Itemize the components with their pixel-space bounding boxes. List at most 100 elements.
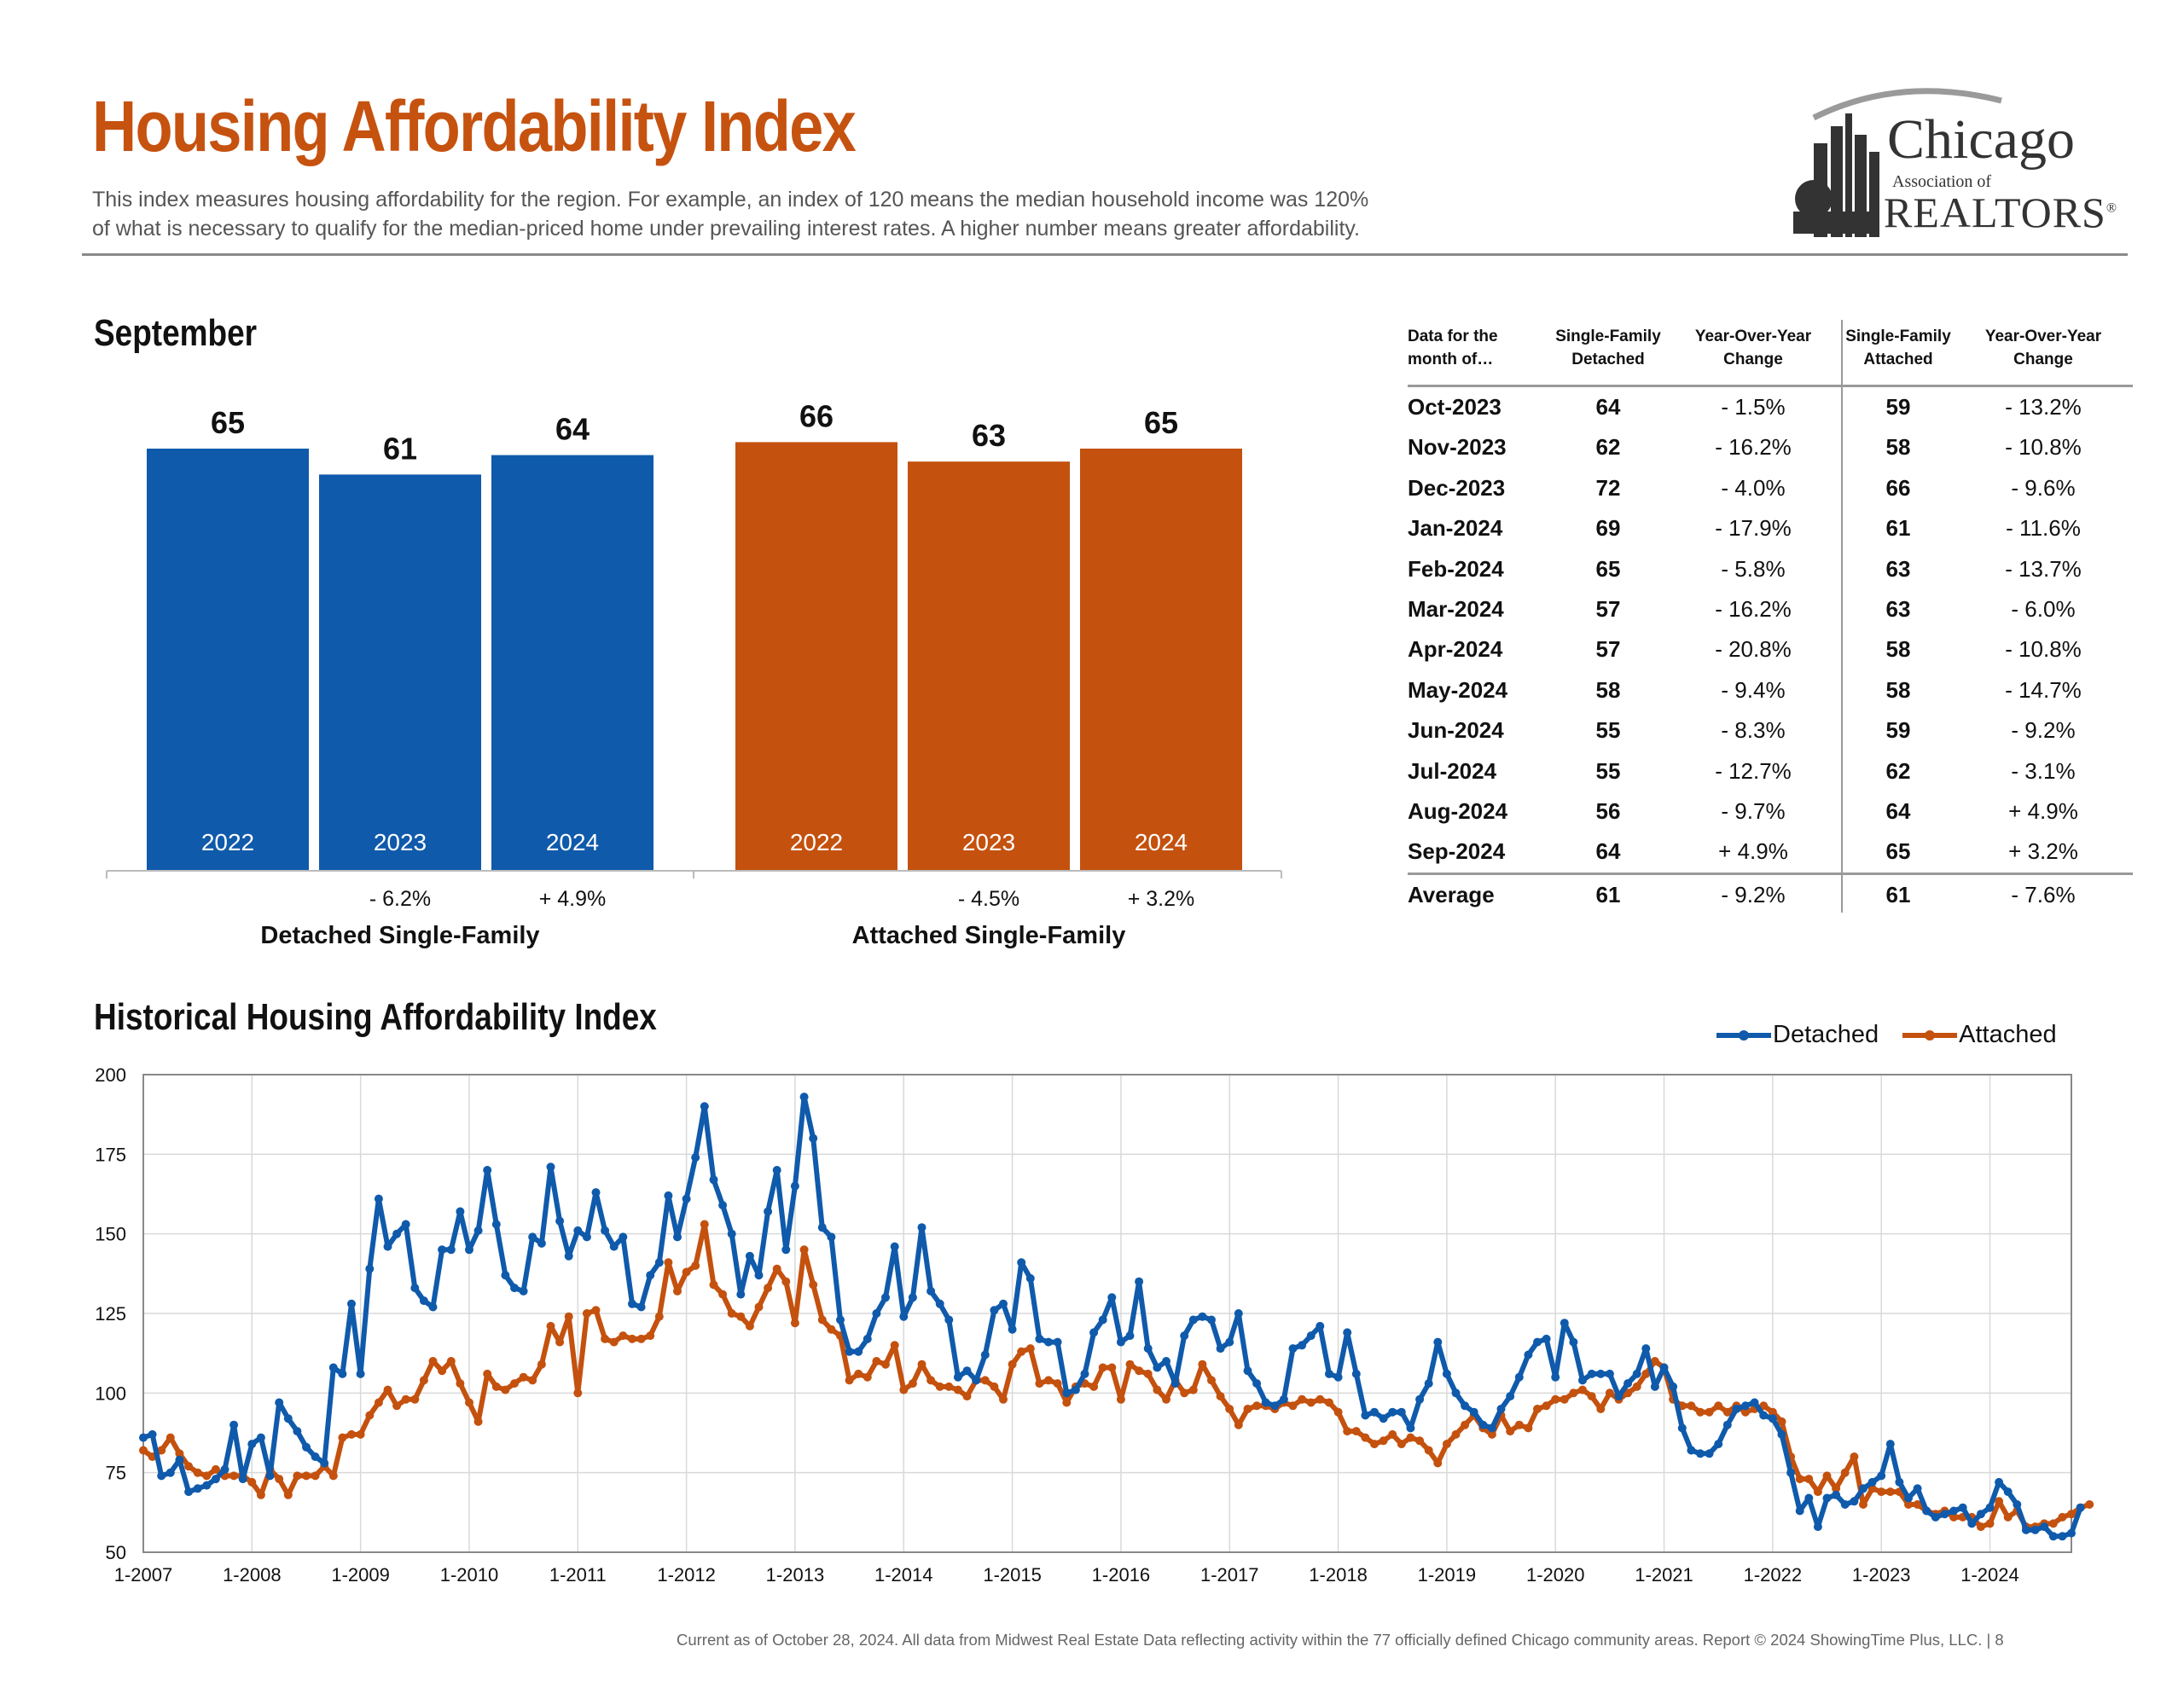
table-cell: 66 <box>1885 474 1911 501</box>
data-point <box>1542 1401 1551 1411</box>
data-point <box>646 1331 655 1341</box>
table-cell: 61 <box>1595 881 1621 907</box>
data-point <box>582 1309 591 1318</box>
data-point <box>1180 1331 1189 1341</box>
data-point <box>428 1302 438 1312</box>
data-point <box>1777 1429 1786 1439</box>
data-point <box>1442 1369 1451 1378</box>
legend-swatch-icon <box>1716 1029 1771 1041</box>
data-point <box>293 1471 302 1481</box>
data-point <box>1008 1325 1017 1334</box>
data-point <box>419 1296 428 1306</box>
data-point <box>1877 1471 1886 1481</box>
data-point <box>1949 1506 1959 1516</box>
x-tick-label: 1-2019 <box>1418 1564 1477 1586</box>
table-month-cell: Aug-2024 <box>1408 797 1508 824</box>
data-point <box>827 1232 836 1242</box>
data-point <box>1153 1385 1162 1394</box>
bar <box>908 461 1070 870</box>
data-point <box>601 1334 610 1343</box>
data-point <box>1424 1379 1433 1388</box>
table-cell: 65 <box>1595 555 1621 582</box>
data-point <box>1180 1388 1189 1398</box>
logo-association-text: Association of <box>1892 172 1992 191</box>
data-point <box>166 1468 175 1477</box>
skyline-logo-icon <box>1793 88 2002 237</box>
table-header-cell: Single-Family Attached <box>1845 328 1951 368</box>
table-cell: - 5.8% <box>1721 555 1786 582</box>
table-cell: - 6.0% <box>2011 595 2076 622</box>
data-point <box>1343 1328 1352 1337</box>
data-point <box>1732 1405 1741 1413</box>
data-point <box>664 1191 673 1200</box>
data-point <box>899 1385 909 1394</box>
data-point <box>1496 1405 1506 1413</box>
data-point <box>157 1471 166 1481</box>
data-point <box>908 1379 917 1388</box>
table-cell: 55 <box>1595 717 1621 744</box>
data-point <box>491 1220 501 1229</box>
data-point <box>754 1302 764 1312</box>
data-point <box>1008 1359 1017 1369</box>
data-point <box>1288 1344 1298 1354</box>
data-point <box>1143 1369 1153 1378</box>
data-point <box>1867 1477 1877 1487</box>
data-point <box>1940 1510 1949 1519</box>
header-divider <box>82 253 2128 256</box>
data-point <box>1949 1512 1959 1522</box>
table-month-cell: Average <box>1408 881 1495 907</box>
data-point <box>1578 1385 1587 1394</box>
data-point <box>1840 1500 1850 1509</box>
table-cell: + 4.9% <box>1718 838 1788 865</box>
table-month-cell: Mar-2024 <box>1408 595 1504 622</box>
data-point <box>700 1102 709 1111</box>
logo-chicago-text: Chicago <box>1887 108 2075 171</box>
data-point <box>854 1369 863 1378</box>
bar-year-label: 2022 <box>201 829 254 855</box>
table-cell: 58 <box>1885 676 1911 703</box>
data-point <box>1569 1337 1578 1347</box>
data-point <box>736 1290 746 1299</box>
table-cell: - 13.7% <box>2005 555 2082 582</box>
data-point <box>1116 1394 1125 1404</box>
data-point <box>673 1286 682 1296</box>
y-tick-label: 175 <box>95 1144 126 1165</box>
data-point <box>2085 1500 2094 1509</box>
data-point <box>1397 1440 1406 1449</box>
data-point <box>166 1433 175 1442</box>
data-point <box>1162 1394 1170 1404</box>
data-point <box>1198 1359 1207 1369</box>
data-point <box>1514 1420 1524 1429</box>
data-point <box>347 1429 356 1439</box>
data-point <box>247 1440 257 1449</box>
data-point <box>1551 1372 1560 1382</box>
table-average-row: Average 61 - 9.2% 61 - 7.6% <box>1408 872 2133 914</box>
data-point <box>890 1242 899 1251</box>
data-point <box>446 1357 456 1365</box>
data-point <box>736 1312 746 1321</box>
data-point <box>953 1372 962 1382</box>
data-point <box>1071 1385 1080 1394</box>
x-tick-label: 1-2014 <box>874 1564 933 1586</box>
historical-line-chart: 50 75 100 125 150 175 200 1-2007 1-2008 1-2009 1-2… <box>95 1064 2094 1586</box>
data-point <box>827 1325 836 1334</box>
data-point <box>1044 1337 1053 1347</box>
bar-change-label: - 6.2% <box>369 887 431 911</box>
x-tick-label: 1-2024 <box>1960 1564 2019 1586</box>
table-cell: 61 <box>1885 515 1911 542</box>
data-point <box>1650 1357 1659 1365</box>
data-point <box>636 1334 646 1343</box>
data-point <box>401 1220 410 1229</box>
table-cell: 57 <box>1595 636 1621 663</box>
data-point <box>1777 1417 1786 1426</box>
table-header-cell: Year-Over-Year Change <box>1984 328 2102 368</box>
data-point <box>2058 1532 2067 1541</box>
series-attached <box>139 1220 2094 1532</box>
data-point <box>1025 1344 1035 1354</box>
table-header-cell: Data for the month of… <box>1408 328 1498 368</box>
table-header-cell: Single-Family Detached <box>1555 328 1661 368</box>
data-point <box>1904 1500 1913 1509</box>
data-point <box>1659 1363 1669 1372</box>
table-row: May-2024 58 - 9.4% 58 - 14.7% <box>1408 670 2133 710</box>
table-cell: 57 <box>1595 595 1621 622</box>
